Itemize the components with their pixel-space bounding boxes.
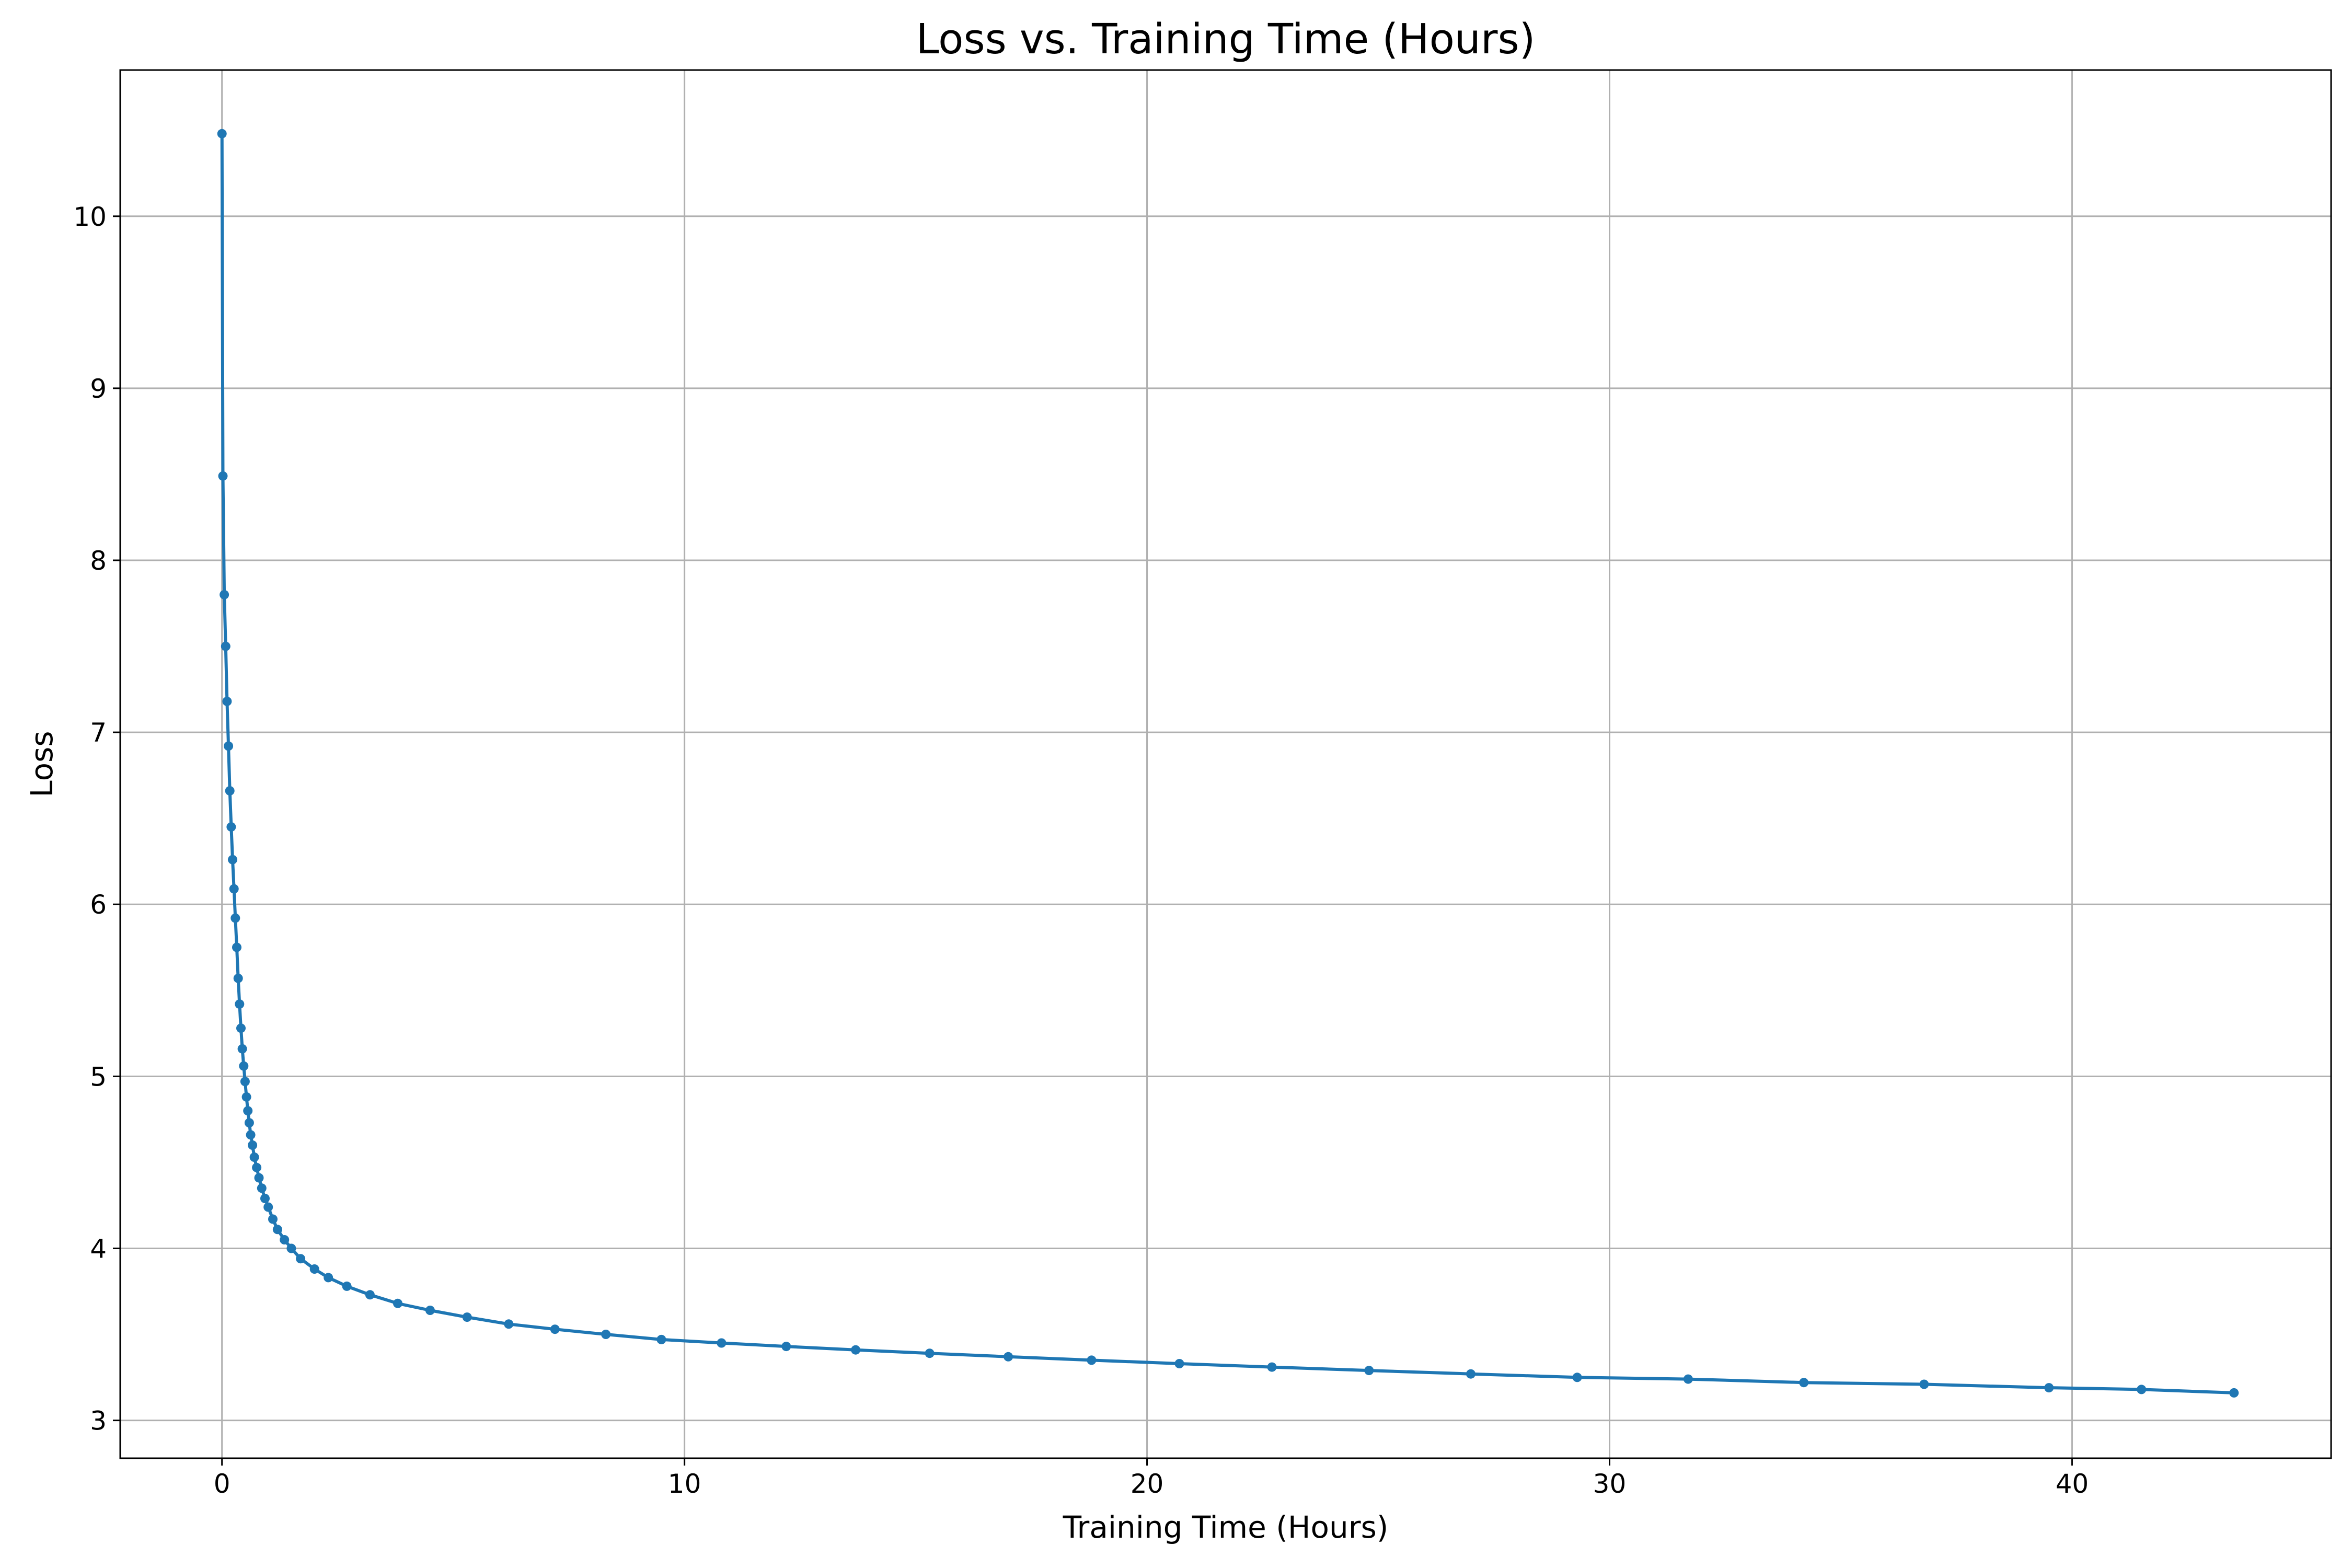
loss-point bbox=[224, 741, 234, 751]
y-tick-label: 8 bbox=[90, 546, 107, 576]
loss-point bbox=[252, 1162, 262, 1172]
loss-point bbox=[1174, 1359, 1184, 1368]
loss-point bbox=[228, 855, 237, 864]
y-tick-label: 6 bbox=[90, 890, 107, 920]
loss-point bbox=[280, 1235, 290, 1244]
loss-point bbox=[851, 1345, 861, 1355]
y-tick-label: 5 bbox=[90, 1062, 107, 1092]
loss-point bbox=[462, 1312, 472, 1322]
loss-point bbox=[239, 1061, 249, 1071]
y-tick-label: 4 bbox=[90, 1233, 107, 1264]
loss-point bbox=[244, 1118, 254, 1128]
x-axis-label: Training Time (Hours) bbox=[1063, 1509, 1389, 1545]
loss-point bbox=[249, 1152, 259, 1162]
loss-point bbox=[229, 884, 239, 894]
loss-point bbox=[286, 1243, 296, 1253]
loss-point bbox=[1364, 1366, 1374, 1376]
loss-point bbox=[220, 590, 229, 599]
loss-point bbox=[393, 1298, 402, 1308]
loss-point bbox=[230, 913, 240, 923]
loss-point bbox=[236, 1023, 246, 1033]
y-tick-label: 9 bbox=[90, 374, 107, 404]
chart-title: Loss vs. Training Time (Hours) bbox=[916, 15, 1536, 63]
loss-point bbox=[248, 1140, 258, 1150]
loss-point bbox=[781, 1342, 791, 1352]
y-axis-label: Loss bbox=[24, 731, 60, 797]
loss-line bbox=[220, 133, 2234, 1394]
loss-point bbox=[2137, 1385, 2147, 1394]
series-layer bbox=[217, 129, 2239, 1398]
loss-point bbox=[717, 1338, 727, 1348]
x-tick-label: 30 bbox=[1593, 1469, 1627, 1499]
x-tick-label: 20 bbox=[1131, 1469, 1164, 1499]
loss-point bbox=[342, 1281, 352, 1291]
loss-point bbox=[1572, 1373, 1582, 1382]
loss-point bbox=[1087, 1355, 1097, 1365]
loss-point bbox=[263, 1202, 273, 1212]
loss-point bbox=[225, 786, 235, 795]
loss-point bbox=[504, 1319, 514, 1329]
loss-point bbox=[272, 1225, 282, 1235]
loss-point bbox=[365, 1290, 375, 1300]
loss-point bbox=[235, 999, 245, 1009]
loss-point bbox=[309, 1264, 319, 1274]
y-tick-label: 7 bbox=[90, 718, 107, 748]
x-tick-label: 10 bbox=[668, 1469, 701, 1499]
loss-point bbox=[425, 1306, 435, 1315]
loss-point bbox=[324, 1273, 333, 1283]
loss-point bbox=[1799, 1378, 1809, 1388]
plot-frame bbox=[119, 69, 2332, 1459]
loss-point bbox=[222, 696, 232, 706]
loss-point bbox=[925, 1348, 935, 1358]
loss-point bbox=[233, 973, 243, 983]
loss-point bbox=[217, 129, 227, 139]
loss-point bbox=[550, 1324, 560, 1334]
y-tick-label: 10 bbox=[73, 202, 107, 232]
loss-point bbox=[218, 471, 228, 481]
loss-point bbox=[226, 822, 236, 832]
x-axis: 0 10 20 30 40 bbox=[214, 1458, 2089, 1499]
loss-point bbox=[1919, 1379, 1929, 1389]
loss-point bbox=[1004, 1352, 1013, 1362]
y-tick-label: 3 bbox=[90, 1406, 107, 1436]
loss-point bbox=[232, 942, 241, 952]
x-tick-label: 40 bbox=[2056, 1469, 2089, 1499]
loss-point bbox=[243, 1106, 253, 1116]
loss-point bbox=[296, 1254, 306, 1264]
grid bbox=[120, 70, 2331, 1458]
loss-point bbox=[268, 1214, 278, 1224]
loss-point bbox=[1683, 1374, 1693, 1384]
y-axis: 3 4 5 6 7 8 9 10 bbox=[73, 202, 120, 1436]
loss-point bbox=[246, 1130, 256, 1140]
loss-point bbox=[656, 1334, 666, 1344]
loss-point bbox=[254, 1173, 264, 1183]
loss-point bbox=[237, 1044, 247, 1054]
loss-point bbox=[2229, 1388, 2239, 1398]
x-tick-label: 0 bbox=[214, 1469, 230, 1499]
loss-point bbox=[1267, 1362, 1277, 1372]
loss-point bbox=[257, 1183, 267, 1193]
loss-point bbox=[240, 1077, 250, 1087]
loss-point bbox=[241, 1092, 251, 1102]
loss-point bbox=[2044, 1383, 2054, 1393]
loss-point bbox=[1466, 1369, 1475, 1379]
loss-point bbox=[221, 641, 230, 651]
loss-point bbox=[260, 1194, 270, 1203]
loss-point bbox=[601, 1330, 611, 1339]
